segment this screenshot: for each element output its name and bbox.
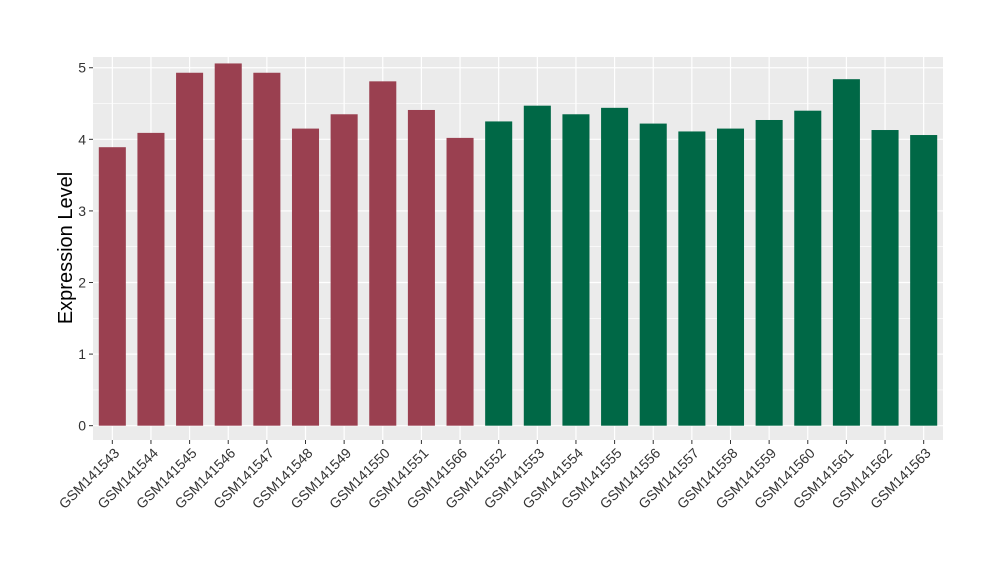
bar-GSM141543 [98, 147, 126, 426]
y-tick-label: 0 [78, 418, 86, 434]
bar-GSM141552 [485, 121, 513, 426]
bar-GSM141558 [716, 128, 745, 426]
bar-GSM141560 [794, 110, 822, 426]
bar-GSM141556 [639, 123, 667, 426]
bar-GSM141546 [214, 63, 242, 426]
bar-GSM141545 [176, 72, 204, 426]
bar-GSM141549 [330, 114, 358, 426]
bar-GSM141554 [562, 114, 590, 426]
bar-GSM141551 [407, 109, 435, 426]
y-axis-title: Expression Level [55, 172, 77, 324]
y-tick-label: 1 [78, 346, 86, 362]
y-tick-label: 4 [78, 131, 86, 147]
bar-GSM141550 [369, 81, 397, 426]
bar-GSM141544 [137, 132, 165, 426]
bar-GSM141557 [678, 131, 706, 426]
bar-GSM141562 [871, 130, 899, 426]
bar-GSM141563 [910, 135, 938, 426]
bar-GSM141559 [755, 119, 783, 426]
bar-GSM141547 [253, 72, 281, 426]
y-tick-label: 3 [78, 203, 86, 219]
bar-GSM141553 [523, 105, 551, 426]
bar-GSM141555 [601, 107, 629, 426]
y-tick-label: 2 [78, 275, 86, 291]
bar-GSM141566 [446, 137, 474, 426]
bar-GSM141561 [832, 79, 860, 426]
bar-GSM141548 [291, 128, 320, 426]
y-tick-label: 5 [78, 60, 86, 76]
